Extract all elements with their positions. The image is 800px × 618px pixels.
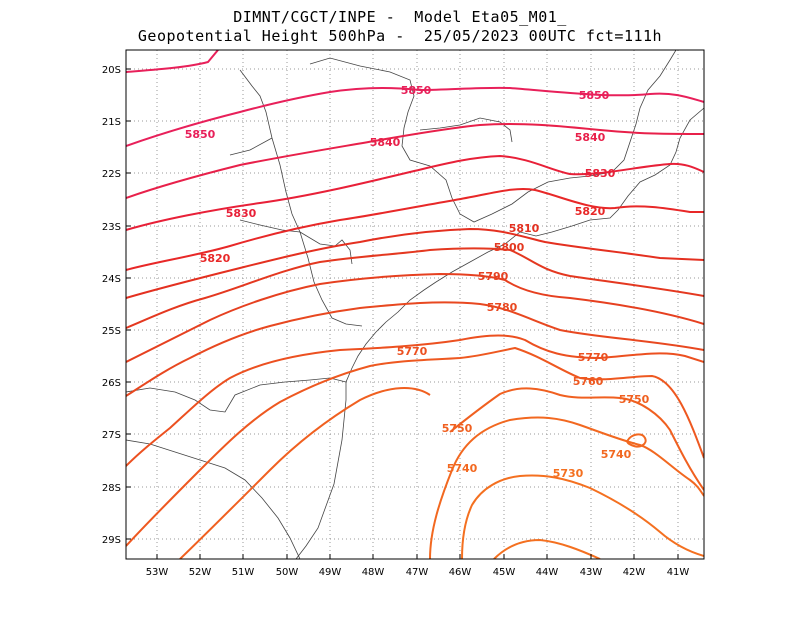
- label-5790: 5790: [478, 270, 509, 283]
- label-5820-2: 5820: [575, 205, 606, 218]
- lon-label-41w: 41W: [667, 567, 690, 578]
- state-border-6: [309, 50, 677, 223]
- label-5740-2: 5740: [447, 462, 478, 475]
- contour-5780: [126, 301, 704, 397]
- label-5770-1: 5770: [397, 345, 428, 358]
- label-5770-2: 5770: [578, 351, 609, 364]
- map-frame: [125, 49, 705, 560]
- label-5760: 5760: [573, 375, 604, 388]
- contour-5740-cell: [626, 433, 647, 448]
- label-5820-1: 5820: [200, 252, 231, 265]
- label-5850-2: 5850: [579, 89, 610, 102]
- lat-label-29s: 29S: [102, 535, 121, 546]
- label-5740-1: 5740: [601, 448, 632, 461]
- lon-label-44w: 44W: [536, 567, 559, 578]
- state-border-7: [419, 117, 513, 143]
- lat-label-22s: 22S: [102, 169, 121, 180]
- state-border-8: [299, 231, 353, 265]
- contour-5760: [126, 346, 704, 547]
- label-5810: 5810: [509, 222, 540, 235]
- label-5840-2: 5840: [575, 131, 606, 144]
- chart-title-line-1: DIMNT/CGCT/INPE - Model Eta05_M01_: [233, 8, 567, 26]
- contour-5820: [126, 187, 704, 271]
- state-border-1: [126, 377, 347, 413]
- lon-label-50w: 50W: [276, 567, 299, 578]
- lat-label-27s: 27S: [102, 430, 121, 441]
- contour-5740-loop: [429, 416, 704, 559]
- lon-label-43w: 43W: [580, 567, 603, 578]
- contour-5750-west: [179, 387, 431, 559]
- contour-lines: [126, 50, 704, 559]
- lon-label-51w: 51W: [232, 567, 255, 578]
- label-5840-1: 5840: [370, 136, 401, 149]
- contour-5800: [126, 247, 704, 329]
- label-5850-3: 5850: [185, 128, 216, 141]
- contour-5720: [493, 538, 601, 559]
- contour-5850-main: [126, 86, 704, 147]
- lat-label-26s: 26S: [102, 378, 121, 389]
- contour-5830: [126, 154, 704, 231]
- state-border-4: [239, 219, 301, 233]
- lat-label-28s: 28S: [102, 483, 121, 494]
- label-5850-1: 5850: [401, 84, 432, 97]
- lat-label-20s: 20S: [102, 65, 121, 76]
- label-5830-2: 5830: [585, 167, 616, 180]
- lat-label-24s: 24S: [102, 274, 121, 285]
- lon-label-48w: 48W: [362, 567, 385, 578]
- label-5750-1: 5750: [619, 393, 650, 406]
- lon-label-47w: 47W: [406, 567, 429, 578]
- state-border-2: [126, 439, 301, 559]
- contour-5750-east: [449, 387, 704, 491]
- chart-title-line-2: Geopotential Height 500hPa - 25/05/2023 …: [137, 27, 663, 45]
- contour-5790: [126, 272, 704, 363]
- contour-5730: [461, 474, 704, 559]
- coastline: [295, 107, 704, 559]
- tick-marks: [126, 68, 679, 559]
- lon-label-53w: 53W: [146, 567, 169, 578]
- lon-label-46w: 46W: [449, 567, 472, 578]
- contour-5850-west: [126, 50, 219, 73]
- longitude-labels: 53W 52W 51W 50W 49W 48W 47W 46W 45W 44W …: [146, 567, 690, 578]
- state-border-5: [229, 137, 273, 156]
- lat-label-23s: 23S: [102, 222, 121, 233]
- label-5730: 5730: [553, 467, 584, 480]
- contour-5840: [126, 122, 704, 199]
- label-5800: 5800: [494, 241, 525, 254]
- contour-5810: [126, 227, 704, 299]
- contour-labels: 5850 5850 5850 5840 5840 5830 5830 5820 …: [185, 84, 650, 480]
- lat-label-21s: 21S: [102, 117, 121, 128]
- lon-label-49w: 49W: [319, 567, 342, 578]
- label-5750-2: 5750: [442, 422, 473, 435]
- label-5830-1: 5830: [226, 207, 257, 220]
- lon-label-45w: 45W: [493, 567, 516, 578]
- label-5780: 5780: [487, 301, 518, 314]
- contour-5770: [126, 334, 704, 467]
- lon-label-42w: 42W: [623, 567, 646, 578]
- lon-label-52w: 52W: [189, 567, 212, 578]
- lat-label-25s: 25S: [102, 326, 121, 337]
- latitude-labels: 20S 21S 22S 23S 24S 25S 26S 27S 28S 29S: [102, 65, 121, 546]
